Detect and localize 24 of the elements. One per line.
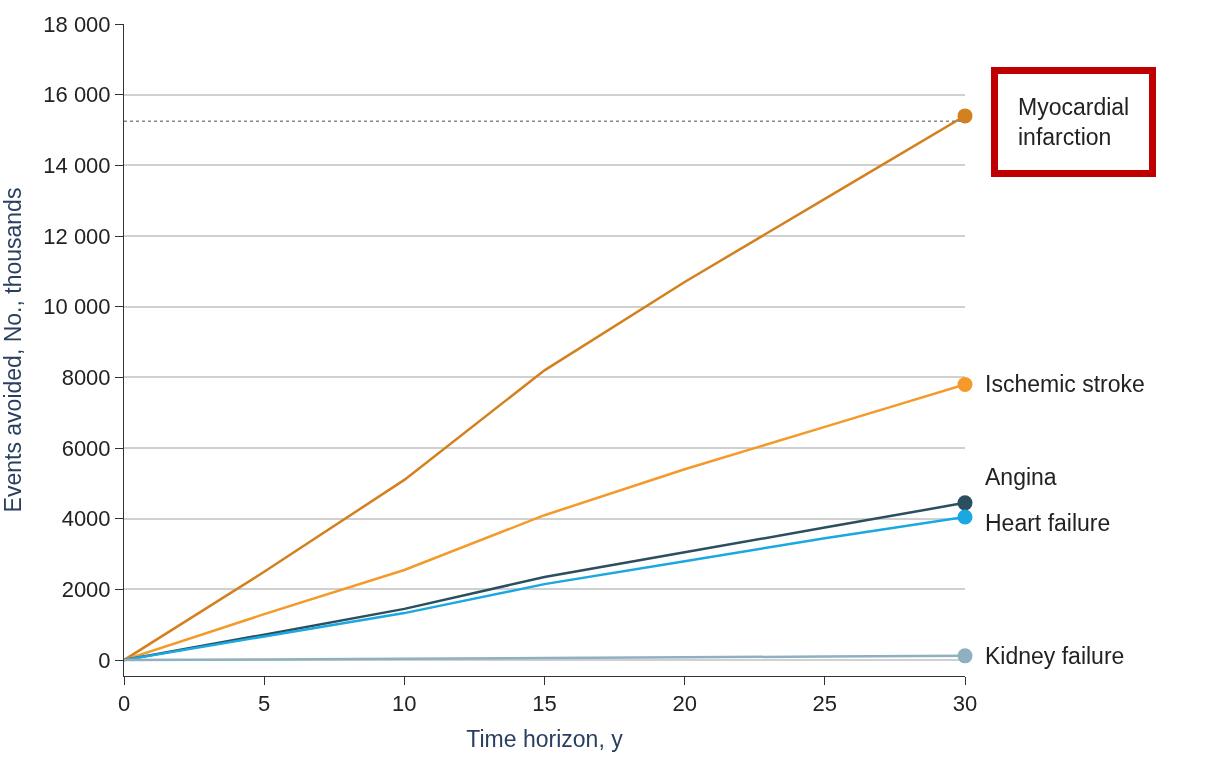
x-tick-label: 10 [392, 691, 417, 717]
x-axis-title: Time horizon, y [466, 726, 624, 752]
y-tick-label: 18 000 [43, 11, 111, 37]
y-axis-title: Events avoided, No., thousands [0, 187, 26, 513]
x-tick-label: 30 [952, 691, 978, 717]
y-tick-label: 14 000 [43, 153, 111, 179]
x-tick-label: 15 [532, 691, 557, 717]
series-label: Heart failure [985, 510, 1111, 536]
y-tick-label: 0 [98, 647, 111, 673]
series-label: Angina [985, 464, 1057, 490]
y-tick-label: 10 000 [43, 294, 111, 320]
x-tick-label: 5 [258, 691, 271, 717]
x-tick-label: 25 [812, 691, 838, 717]
series-label: Kidney failure [985, 643, 1125, 669]
y-tick-label: 8000 [61, 365, 111, 391]
y-tick-label: 6000 [61, 435, 111, 461]
x-tick-label: 0 [117, 691, 131, 717]
series-label: Myocardial infarction [1018, 94, 1130, 150]
series-label: Ischemic stroke [985, 371, 1145, 397]
y-tick-label: 16 000 [43, 82, 111, 108]
y-tick-label: 2000 [61, 577, 111, 603]
y-tick-label: 4000 [61, 506, 111, 532]
x-tick-label: 20 [672, 691, 697, 717]
y-tick-label: 12 000 [43, 223, 111, 249]
